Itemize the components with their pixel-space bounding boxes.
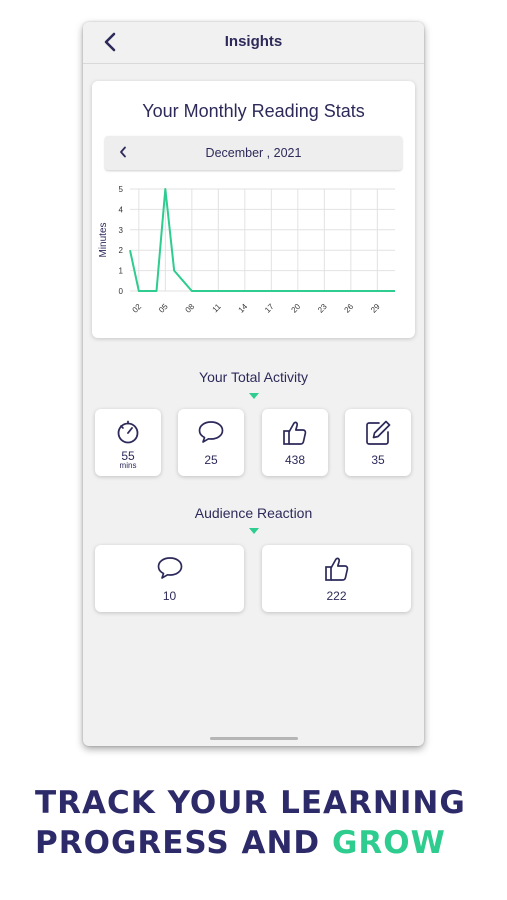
tagline-prefix: PROGRESS AND: [35, 825, 332, 861]
activity-tile-comments[interactable]: 25: [178, 409, 244, 476]
home-indicator[interactable]: [210, 737, 298, 740]
y-tick-label: 2: [119, 246, 124, 255]
monthly-stats-card: Your Monthly Reading Stats December , 20…: [92, 81, 415, 338]
x-tick-label: 17: [263, 302, 276, 315]
thumbs-up-icon: [262, 419, 328, 447]
month-label: December , 2021: [205, 146, 302, 160]
y-tick-label: 0: [119, 287, 124, 296]
x-tick-label: 23: [316, 302, 329, 315]
activity-minutes-unit: mins: [119, 461, 137, 470]
x-tick-label: 26: [343, 302, 356, 315]
activity-comments-value: 25: [204, 453, 218, 467]
audience-comments-value: 10: [162, 589, 177, 603]
activity-tile-likes[interactable]: 438: [262, 409, 328, 476]
thumbs-up-icon: [262, 555, 411, 583]
total-activity-title: Your Total Activity: [199, 369, 308, 385]
audience-reaction-title: Audience Reaction: [194, 505, 313, 521]
series-line: [129, 188, 395, 292]
x-tick-label: 14: [237, 302, 250, 315]
month-selector: December , 2021: [105, 136, 402, 170]
activity-likes-value: 438: [284, 453, 306, 467]
caret-down-icon: [249, 528, 259, 534]
comment-icon: [95, 555, 244, 581]
activity-posts-value: 35: [371, 453, 385, 467]
x-tick-label: 11: [211, 302, 224, 315]
y-axis-label: Minutes: [98, 222, 109, 257]
y-tick-label: 1: [119, 267, 124, 276]
phone-screen: Insights Your Monthly Reading Stats Dece…: [83, 22, 424, 746]
tagline-line-2: PROGRESS AND GROW: [35, 823, 495, 863]
top-app-bar: Insights: [83, 22, 424, 64]
tagline-accent: GROW: [331, 825, 446, 861]
caret-down-icon: [249, 393, 259, 399]
activity-tile-minutes[interactable]: 55 mins: [95, 409, 161, 476]
x-tick-label: 02: [131, 302, 144, 315]
x-tick-label: 20: [290, 302, 303, 315]
chevron-left-icon: [104, 32, 116, 52]
x-tick-label: 29: [369, 302, 382, 315]
stats-title: Your Monthly Reading Stats: [142, 101, 365, 121]
audience-tile-likes[interactable]: 222: [262, 545, 411, 612]
edit-icon: [345, 419, 411, 447]
activity-tile-posts[interactable]: 35: [345, 409, 411, 476]
comment-icon: [178, 419, 244, 445]
previous-month-button[interactable]: [113, 142, 133, 162]
chevron-left-icon: [120, 146, 126, 158]
y-tick-label: 3: [119, 226, 124, 235]
activity-minutes-value: 55: [121, 449, 135, 463]
audience-tile-comments[interactable]: 10: [95, 545, 244, 612]
y-tick-label: 4: [119, 205, 124, 214]
x-tick-label: 05: [157, 302, 170, 315]
timer-icon: [95, 419, 161, 445]
y-tick-label: 5: [119, 185, 124, 194]
tagline-line-1: TRACK YOUR LEARNING: [35, 785, 466, 821]
back-button[interactable]: [97, 28, 123, 56]
page-title: Insights: [224, 33, 283, 50]
x-tick-label: 08: [184, 302, 197, 315]
audience-likes-value: 222: [326, 589, 347, 603]
